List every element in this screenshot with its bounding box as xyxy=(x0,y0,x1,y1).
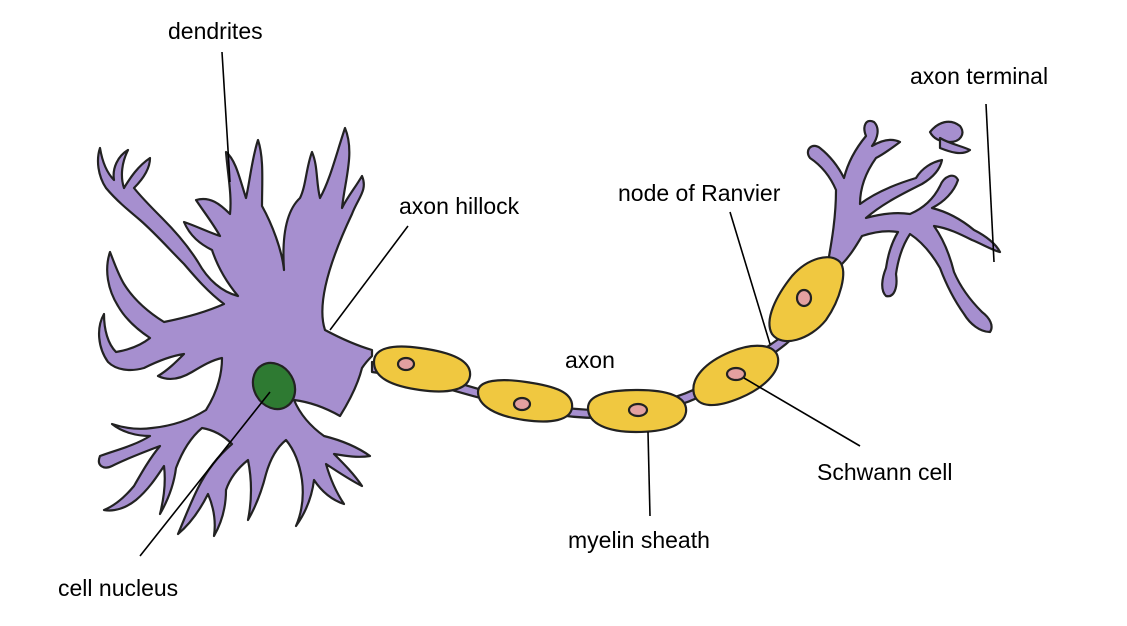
schwann-nucleus-4 xyxy=(725,366,747,382)
label-axon-hillock: axon hillock xyxy=(399,193,520,219)
leader-schwann-cell xyxy=(743,377,861,447)
label-cell-nucleus: cell nucleus xyxy=(58,575,179,601)
cell-nucleus xyxy=(251,361,297,411)
label-dendrites: dendrites xyxy=(168,18,263,44)
leader-cell-nucleus xyxy=(139,391,271,557)
label-schwann-cell: Schwann cell xyxy=(817,459,953,485)
leader-axon-terminal xyxy=(985,103,995,263)
schwann-nucleus-2 xyxy=(512,396,532,412)
schwann-nucleus-3 xyxy=(627,402,649,418)
schwann-nucleus-1 xyxy=(396,356,416,372)
schwann-nucleus-5 xyxy=(795,288,813,308)
label-axon-terminal: axon terminal xyxy=(910,63,1049,89)
axon-terminal-branches xyxy=(806,119,1002,334)
leader-dendrites xyxy=(221,51,231,183)
terminal-bouton-1 xyxy=(928,120,964,144)
label-myelin-sheath: myelin sheath xyxy=(568,527,710,553)
leader-myelin-sheath xyxy=(647,431,651,517)
soma-and-dendrites xyxy=(96,126,374,538)
leader-node-of-ranvier xyxy=(729,211,771,345)
label-axon: axon xyxy=(565,347,615,373)
terminal-bouton-2 xyxy=(938,136,972,155)
myelin-segment-1 xyxy=(372,345,472,393)
leader-axon-hillock xyxy=(329,225,409,331)
label-node-of-ranvier: node of Ranvier xyxy=(618,180,781,206)
